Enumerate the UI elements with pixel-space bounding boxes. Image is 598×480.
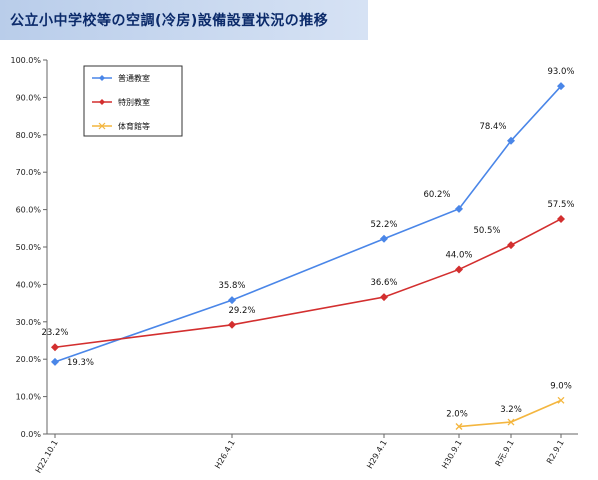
series-2-point-marker	[507, 418, 515, 426]
series-1-point-marker	[507, 241, 515, 250]
series-0-point-marker	[228, 296, 236, 305]
series-2-point-marker	[455, 423, 463, 430]
series-1-point-marker	[228, 320, 236, 329]
series-line-1	[54, 218, 562, 349]
series-line-0	[54, 85, 562, 363]
data-label: 60.2%	[423, 190, 450, 200]
title-bar: 公立小中学校等の空調(冷房)設備設置状況の推移	[0, 0, 368, 40]
data-label: 57.5%	[547, 200, 574, 210]
legend-label: 体育館等	[118, 121, 150, 131]
series-1-point-marker	[557, 214, 565, 223]
series-1-point-marker	[380, 293, 388, 302]
data-label: 23.2%	[41, 328, 68, 338]
x-tick-label: H30.9.1	[440, 439, 464, 471]
y-tick-label: 40.0%	[16, 280, 42, 289]
legend-marker	[99, 99, 105, 105]
y-tick-label: 0.0%	[21, 430, 42, 439]
data-label: 3.2%	[500, 405, 522, 415]
data-label: 93.0%	[547, 67, 574, 77]
series-1-point-marker	[51, 343, 59, 352]
y-tick-label: 70.0%	[16, 168, 42, 177]
x-tick-label: R元.9.1	[494, 439, 516, 468]
series-0-point-marker	[507, 136, 515, 145]
data-label: 50.5%	[473, 226, 500, 236]
y-tick-label: 10.0%	[16, 393, 42, 402]
data-label: 19.3%	[67, 358, 94, 368]
data-label: 35.8%	[218, 281, 245, 291]
legend-marker	[99, 75, 105, 81]
data-label: 44.0%	[445, 250, 472, 260]
data-label: 29.2%	[228, 306, 255, 316]
x-tick-label: H29.4.1	[365, 439, 389, 471]
data-label: 2.0%	[446, 410, 468, 420]
series-0-point-marker	[380, 234, 388, 243]
data-label: 9.0%	[550, 381, 572, 391]
chart-title: 公立小中学校等の空調(冷房)設備設置状況の推移	[10, 13, 329, 29]
x-tick-label: R2.9.1	[545, 439, 566, 466]
data-label: 52.2%	[370, 220, 397, 230]
legend-marker	[98, 122, 106, 130]
series-2-point-marker	[557, 396, 565, 404]
y-tick-label: 20.0%	[16, 355, 42, 364]
x-tick-label: H22.10.1	[34, 439, 60, 475]
y-tick-label: 90.0%	[16, 93, 42, 102]
series-0-point-marker	[51, 357, 59, 366]
x-tick-label: H26.4.1	[213, 439, 237, 471]
y-tick-label: 50.0%	[16, 243, 42, 252]
data-label: 36.6%	[370, 278, 397, 288]
y-tick-label: 60.0%	[16, 206, 42, 215]
legend-label: 普通教室	[118, 73, 150, 83]
data-label: 78.4%	[479, 122, 506, 132]
y-tick-label: 30.0%	[16, 318, 42, 327]
y-tick-label: 80.0%	[16, 131, 42, 140]
series-1-point-marker	[455, 265, 463, 274]
series-0-point-marker	[557, 82, 565, 91]
series-0-point-marker	[455, 204, 463, 213]
y-tick-label: 100.0%	[10, 56, 41, 65]
legend-label: 特別教室	[118, 97, 150, 107]
